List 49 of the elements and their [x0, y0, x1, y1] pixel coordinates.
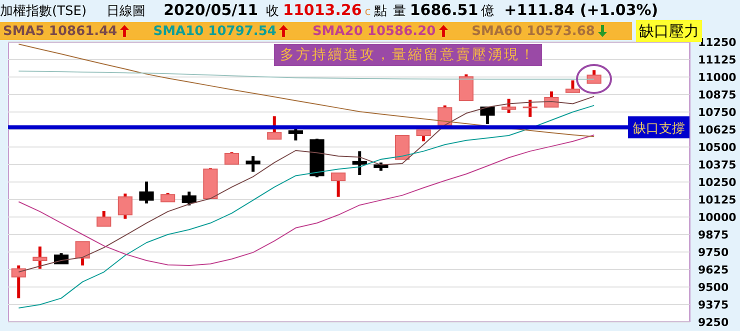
- text: SMA60 10573.68: [472, 24, 596, 38]
- candlestick: [416, 129, 431, 142]
- y-tick-label: 9250: [698, 316, 729, 329]
- y-tick-label: 9750: [698, 246, 729, 259]
- ref-line-label: 缺口支撐: [633, 121, 685, 136]
- y-tick-label: 9625: [698, 263, 729, 276]
- y-tick-label: 11000: [698, 70, 737, 84]
- text: SMA10 10797.54: [153, 24, 278, 38]
- y-tick-label: 10875: [698, 88, 736, 102]
- y-tick-label: 10250: [698, 176, 737, 189]
- y-tick-label: 10625: [698, 123, 736, 136]
- text: +111.84 (+1.03%): [504, 1, 658, 19]
- line-series: [18, 134, 595, 266]
- annotation: 多方持續進攻，量縮留意賣壓湧現！: [274, 44, 542, 66]
- candlestick: [565, 80, 580, 93]
- text: 收: [266, 3, 280, 20]
- y-tick-label: 9875: [698, 228, 729, 242]
- text: c: [364, 5, 371, 18]
- candlestick: [75, 241, 90, 266]
- text: 2020/05/11: [164, 1, 258, 19]
- text: SMA20 10586.20: [312, 24, 437, 38]
- y-tick-label: 9500: [698, 280, 729, 294]
- candlestick: [139, 182, 154, 204]
- text: 億: [481, 3, 494, 20]
- y-tick-label: 9375: [698, 298, 729, 312]
- candlestick: [352, 151, 367, 175]
- line-series: [18, 44, 595, 138]
- candlestick: [480, 106, 495, 124]
- candlestick: [586, 70, 602, 84]
- text: 缺口壓力: [636, 20, 702, 42]
- text: 量: [392, 3, 406, 20]
- chart-title: 加權指數(TSE): [0, 3, 87, 20]
- text: 1686.51: [410, 1, 478, 19]
- candlestick: [331, 172, 346, 197]
- y-tick-label: 10500: [698, 140, 737, 154]
- y-tick-label: 10000: [698, 210, 737, 224]
- line-series: [18, 104, 595, 308]
- candlestick: [394, 135, 410, 160]
- chart-subtitle: 日線圖: [106, 3, 146, 20]
- y-tick-label: 11125: [698, 53, 736, 66]
- candlestick: [11, 265, 26, 298]
- text: 11013.26: [283, 1, 362, 19]
- y-tick-label: 10125: [698, 193, 736, 206]
- y-tick-label: 10375: [698, 158, 736, 172]
- candlestick: [246, 156, 260, 172]
- y-tick-label: 10750: [698, 106, 737, 119]
- candlestick: [267, 116, 282, 140]
- text: 點: [374, 3, 387, 20]
- text: SMA5 10861.44: [3, 24, 118, 38]
